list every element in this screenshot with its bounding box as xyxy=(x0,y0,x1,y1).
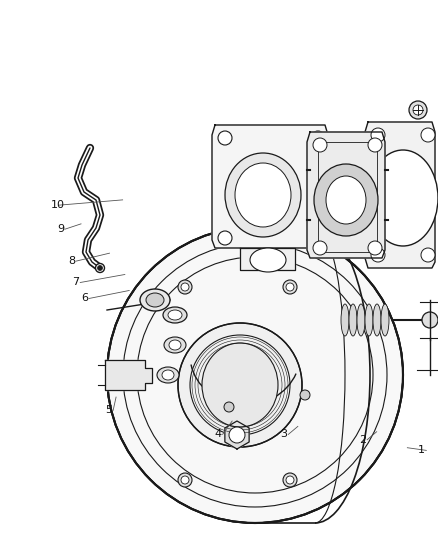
Polygon shape xyxy=(307,132,385,258)
Circle shape xyxy=(95,263,105,272)
Polygon shape xyxy=(240,248,295,270)
Circle shape xyxy=(98,265,102,271)
Circle shape xyxy=(178,323,302,447)
Ellipse shape xyxy=(162,370,174,380)
Circle shape xyxy=(421,248,435,262)
Text: 3: 3 xyxy=(280,430,287,439)
Circle shape xyxy=(107,227,403,523)
Polygon shape xyxy=(105,360,152,390)
Circle shape xyxy=(181,476,189,484)
Ellipse shape xyxy=(235,163,291,227)
Circle shape xyxy=(178,280,192,294)
Ellipse shape xyxy=(140,289,170,311)
Circle shape xyxy=(181,283,189,291)
Text: 8: 8 xyxy=(68,256,75,266)
Text: 1: 1 xyxy=(418,446,425,455)
Text: 2: 2 xyxy=(359,435,366,445)
Circle shape xyxy=(218,231,232,245)
Circle shape xyxy=(413,105,423,115)
Circle shape xyxy=(371,128,385,142)
Circle shape xyxy=(422,312,438,328)
Ellipse shape xyxy=(164,337,186,353)
Ellipse shape xyxy=(168,310,182,320)
Ellipse shape xyxy=(368,150,438,246)
Circle shape xyxy=(286,476,294,484)
Circle shape xyxy=(368,138,382,152)
Circle shape xyxy=(224,402,234,412)
Circle shape xyxy=(313,138,327,152)
Circle shape xyxy=(371,248,385,262)
Circle shape xyxy=(300,390,310,400)
Ellipse shape xyxy=(163,307,187,323)
Circle shape xyxy=(311,231,325,245)
Ellipse shape xyxy=(157,367,179,383)
Text: 6: 6 xyxy=(81,294,88,303)
Ellipse shape xyxy=(349,304,357,336)
Ellipse shape xyxy=(146,293,164,307)
Text: 9: 9 xyxy=(57,224,64,234)
Ellipse shape xyxy=(314,164,378,236)
Ellipse shape xyxy=(225,153,301,237)
Circle shape xyxy=(283,473,297,487)
Ellipse shape xyxy=(326,176,366,224)
Polygon shape xyxy=(225,421,249,449)
Circle shape xyxy=(311,131,325,145)
Circle shape xyxy=(368,241,382,255)
Polygon shape xyxy=(365,122,435,268)
Circle shape xyxy=(286,283,294,291)
Text: 4: 4 xyxy=(215,430,222,439)
Polygon shape xyxy=(212,125,328,248)
Ellipse shape xyxy=(365,304,373,336)
Ellipse shape xyxy=(169,340,181,350)
Circle shape xyxy=(229,427,245,443)
Circle shape xyxy=(421,128,435,142)
Ellipse shape xyxy=(381,304,389,336)
Circle shape xyxy=(313,241,327,255)
Ellipse shape xyxy=(357,304,365,336)
Ellipse shape xyxy=(373,304,381,336)
Text: 7: 7 xyxy=(72,278,79,287)
Ellipse shape xyxy=(250,248,286,272)
Text: 10: 10 xyxy=(50,200,64,210)
Text: 5: 5 xyxy=(105,406,112,415)
Circle shape xyxy=(409,101,427,119)
Circle shape xyxy=(178,473,192,487)
Circle shape xyxy=(218,131,232,145)
Ellipse shape xyxy=(202,343,278,427)
Circle shape xyxy=(283,280,297,294)
Ellipse shape xyxy=(341,304,349,336)
